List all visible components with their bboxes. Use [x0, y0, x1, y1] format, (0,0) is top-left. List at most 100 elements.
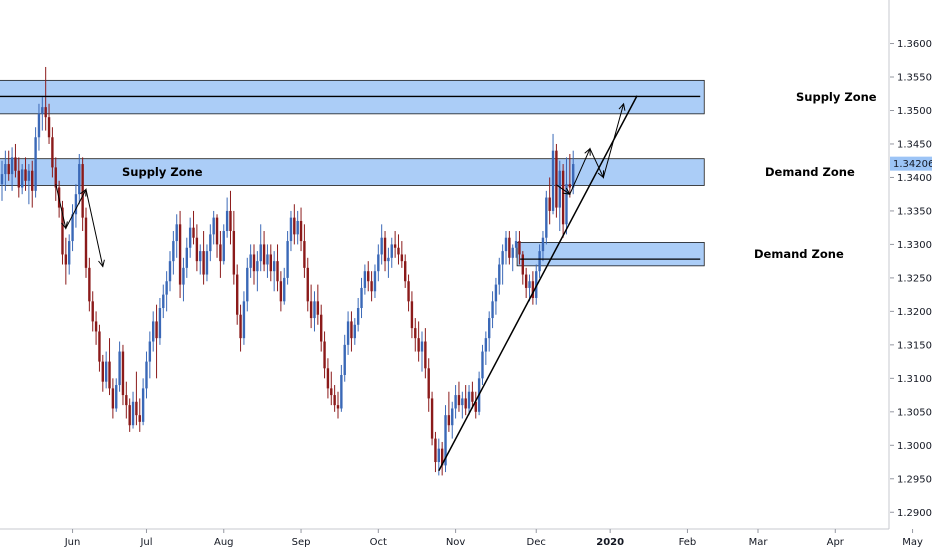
candle-body [451, 408, 454, 426]
price-tick-label: 1.29000 [897, 508, 932, 519]
candle-body [81, 164, 84, 218]
price-tick-label: 1.36000 [897, 39, 932, 50]
candle-body [20, 169, 24, 188]
candle-body [162, 294, 165, 309]
candle-body [306, 267, 309, 302]
price-tick-label: 1.35500 [897, 73, 932, 84]
candle-body [518, 241, 521, 255]
candle-body [61, 207, 64, 255]
candle-body [88, 267, 91, 302]
zones-layer [0, 79, 705, 267]
candle-body [148, 341, 152, 362]
candle-body [7, 164, 10, 175]
candle-body [444, 415, 447, 466]
candle-body [434, 438, 437, 463]
candle-body [370, 281, 373, 292]
candle-body [168, 261, 172, 282]
candle-body [68, 241, 71, 265]
candle-body [212, 217, 215, 235]
candle-body [410, 301, 414, 329]
candle-body [363, 271, 367, 288]
current-price-label: 1.34206 [893, 159, 932, 170]
candle-body [414, 328, 417, 339]
candle-body [464, 398, 467, 409]
arrowhead [61, 221, 68, 230]
candle-body [246, 267, 249, 302]
candle-body [215, 217, 219, 245]
candle-body [565, 184, 568, 225]
candle-body [373, 271, 377, 292]
supply-zone-label-upper: Supply Zone [796, 90, 877, 104]
candle-body [101, 361, 104, 382]
candle-body [407, 281, 410, 302]
mid-zone-zone-box [0, 158, 705, 186]
candle-body [172, 241, 175, 262]
projection-path [55, 183, 104, 267]
candle-body [461, 398, 464, 406]
candle-body [336, 405, 340, 409]
candle-body [481, 351, 484, 379]
candle-body [249, 254, 252, 268]
candle-body [333, 395, 336, 406]
candle-body [54, 167, 57, 188]
candle-body [121, 351, 125, 396]
candle-body [353, 324, 356, 339]
candle-body [185, 247, 188, 268]
candle-body [572, 164, 575, 188]
candle-body [27, 170, 31, 181]
price-tick-label: 1.30000 [897, 441, 932, 452]
candle-body [37, 113, 41, 138]
candle-body [484, 338, 488, 352]
candle-body [561, 170, 565, 225]
candle-body [118, 351, 121, 386]
candle-body [165, 281, 168, 295]
candle-body [504, 237, 508, 252]
arrowhead [584, 147, 591, 156]
candle-body [74, 194, 78, 215]
candles-layer [0, 66, 575, 476]
candle-body [34, 137, 37, 191]
candle-body [508, 237, 511, 258]
candle-body [24, 169, 27, 181]
month-tick-label: Nov [446, 537, 466, 548]
candle-body [199, 251, 202, 262]
price-tick-label: 1.32000 [897, 307, 932, 318]
price-tick-label: 1.31500 [897, 340, 932, 351]
candle-body [229, 210, 232, 232]
candle-body [17, 170, 20, 188]
candle-body [538, 251, 541, 272]
candle-body [397, 247, 400, 255]
candle-body [158, 308, 162, 339]
candle-body [404, 261, 407, 282]
candle-body [175, 224, 178, 242]
candle-body [528, 281, 531, 288]
candle-body [232, 231, 236, 275]
candle-body [555, 150, 558, 208]
candle-body [323, 341, 326, 369]
candle-body [568, 184, 572, 188]
candle-body [383, 237, 387, 262]
candle-body [535, 271, 538, 298]
candle-body [10, 157, 14, 175]
candle-body [141, 388, 145, 422]
candle-body [209, 234, 212, 252]
candle-body [437, 448, 440, 463]
candle-body [498, 264, 501, 285]
candle-body [272, 261, 276, 272]
trendline [438, 95, 638, 472]
candle-body [427, 368, 430, 399]
candle-body [511, 247, 514, 258]
price-tick-label: 1.35000 [897, 106, 932, 117]
candle-body [108, 361, 111, 389]
candle-body [548, 197, 551, 211]
candle-body [125, 395, 128, 406]
candle-body [488, 318, 491, 339]
candle-body [98, 331, 101, 362]
candle-body [303, 241, 306, 268]
candle-body [262, 244, 266, 265]
candle-body [195, 237, 199, 262]
candle-body [424, 341, 427, 369]
candle-body [551, 150, 555, 211]
